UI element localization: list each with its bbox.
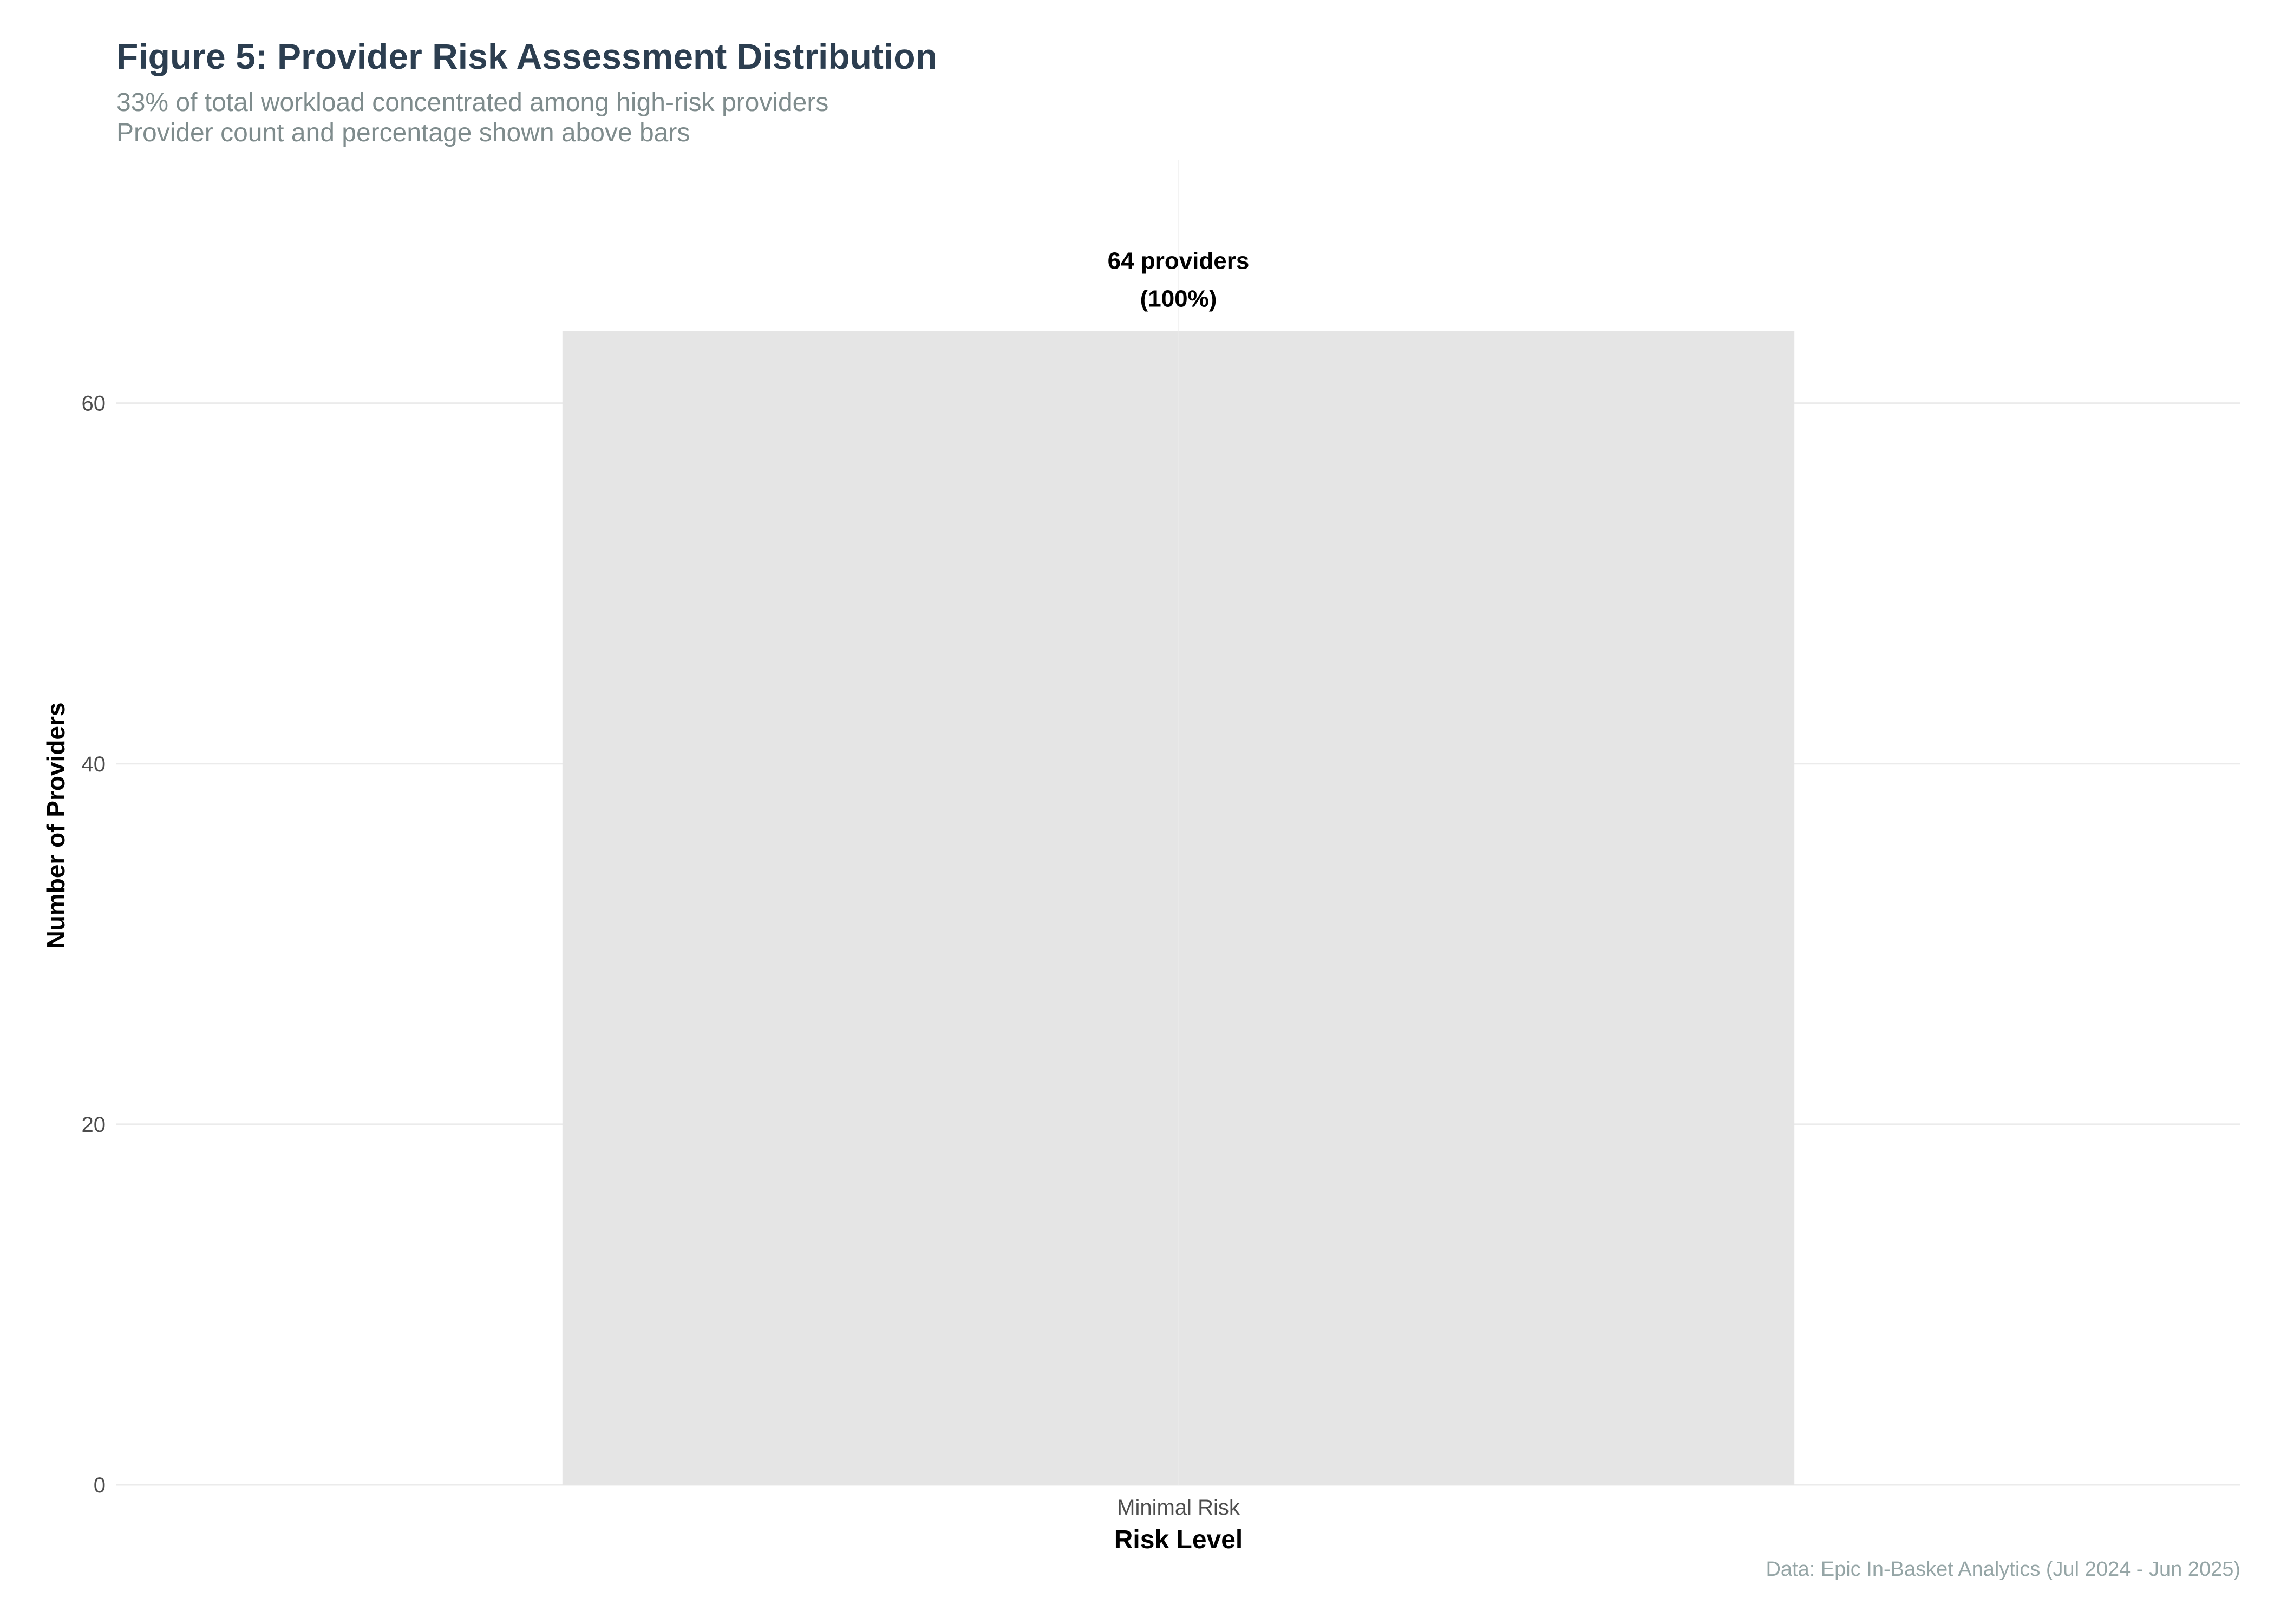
subtitle-line-1: 33% of total workload concentrated among… [116, 88, 829, 117]
bar-data-label: (100%) [1140, 285, 1217, 312]
x-axis-title: Risk Level [1114, 1525, 1243, 1554]
y-tick-label: 0 [94, 1474, 106, 1497]
bar-data-label: 64 providers [1108, 247, 1250, 274]
y-tick-label: 60 [82, 392, 106, 416]
y-tick-label: 40 [82, 752, 106, 776]
y-tick-label: 20 [82, 1113, 106, 1137]
chart-subtitle: 33% of total workload concentrated among… [116, 88, 828, 148]
data-source-caption: Data: Epic In-Basket Analytics (Jul 2024… [1766, 1558, 2240, 1581]
chart-title: Figure 5: Provider Risk Assessment Distr… [116, 36, 937, 76]
x-tick-label: Minimal Risk [1117, 1496, 1240, 1520]
subtitle-line-2: Provider count and percentage shown abov… [116, 119, 690, 147]
